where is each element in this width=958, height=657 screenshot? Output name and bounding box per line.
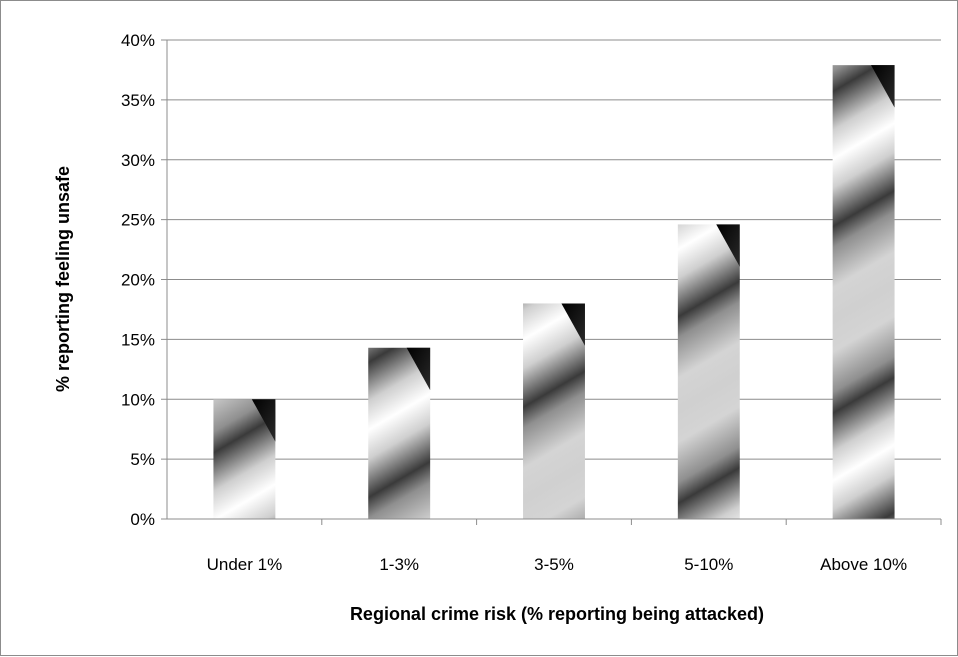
y-tick-labels: 0% 5% 10% 15% 20% 25% 30% 35% 40% — [121, 31, 155, 529]
bars — [213, 65, 895, 520]
x-tick-label: Above 10% — [820, 555, 907, 574]
x-tick-label: 1-3% — [379, 555, 419, 574]
x-axis-title: Regional crime risk (% reporting being a… — [350, 604, 764, 624]
x-tick-label: Under 1% — [207, 555, 283, 574]
y-tick-label: 40% — [121, 31, 155, 50]
y-tick-label: 15% — [121, 330, 155, 349]
axes — [161, 39, 942, 525]
y-tick-label: 30% — [121, 151, 155, 170]
bar-corner-shade — [561, 303, 585, 346]
y-tick-label: 10% — [121, 390, 155, 409]
bar-corner-shade — [871, 65, 895, 108]
bar — [677, 224, 740, 520]
bar — [523, 303, 585, 519]
y-tick-label: 0% — [130, 510, 155, 529]
y-axis-title: % reporting feeling unsafe — [53, 166, 73, 392]
y-tick-label: 25% — [121, 211, 155, 230]
y-tick-label: 35% — [121, 91, 155, 110]
bar — [368, 347, 431, 519]
bar-corner-shade — [716, 224, 740, 267]
x-tick-label: 5-10% — [684, 555, 733, 574]
y-tick-label: 5% — [130, 450, 155, 469]
bar-corner-shade — [406, 347, 431, 391]
x-tick-label: 3-5% — [534, 555, 574, 574]
x-tick-labels: Under 1% 1-3% 3-5% 5-10% Above 10% — [207, 555, 907, 574]
bar — [832, 65, 895, 520]
y-tick-label: 20% — [121, 271, 155, 290]
bar-corner-shade — [251, 399, 276, 442]
